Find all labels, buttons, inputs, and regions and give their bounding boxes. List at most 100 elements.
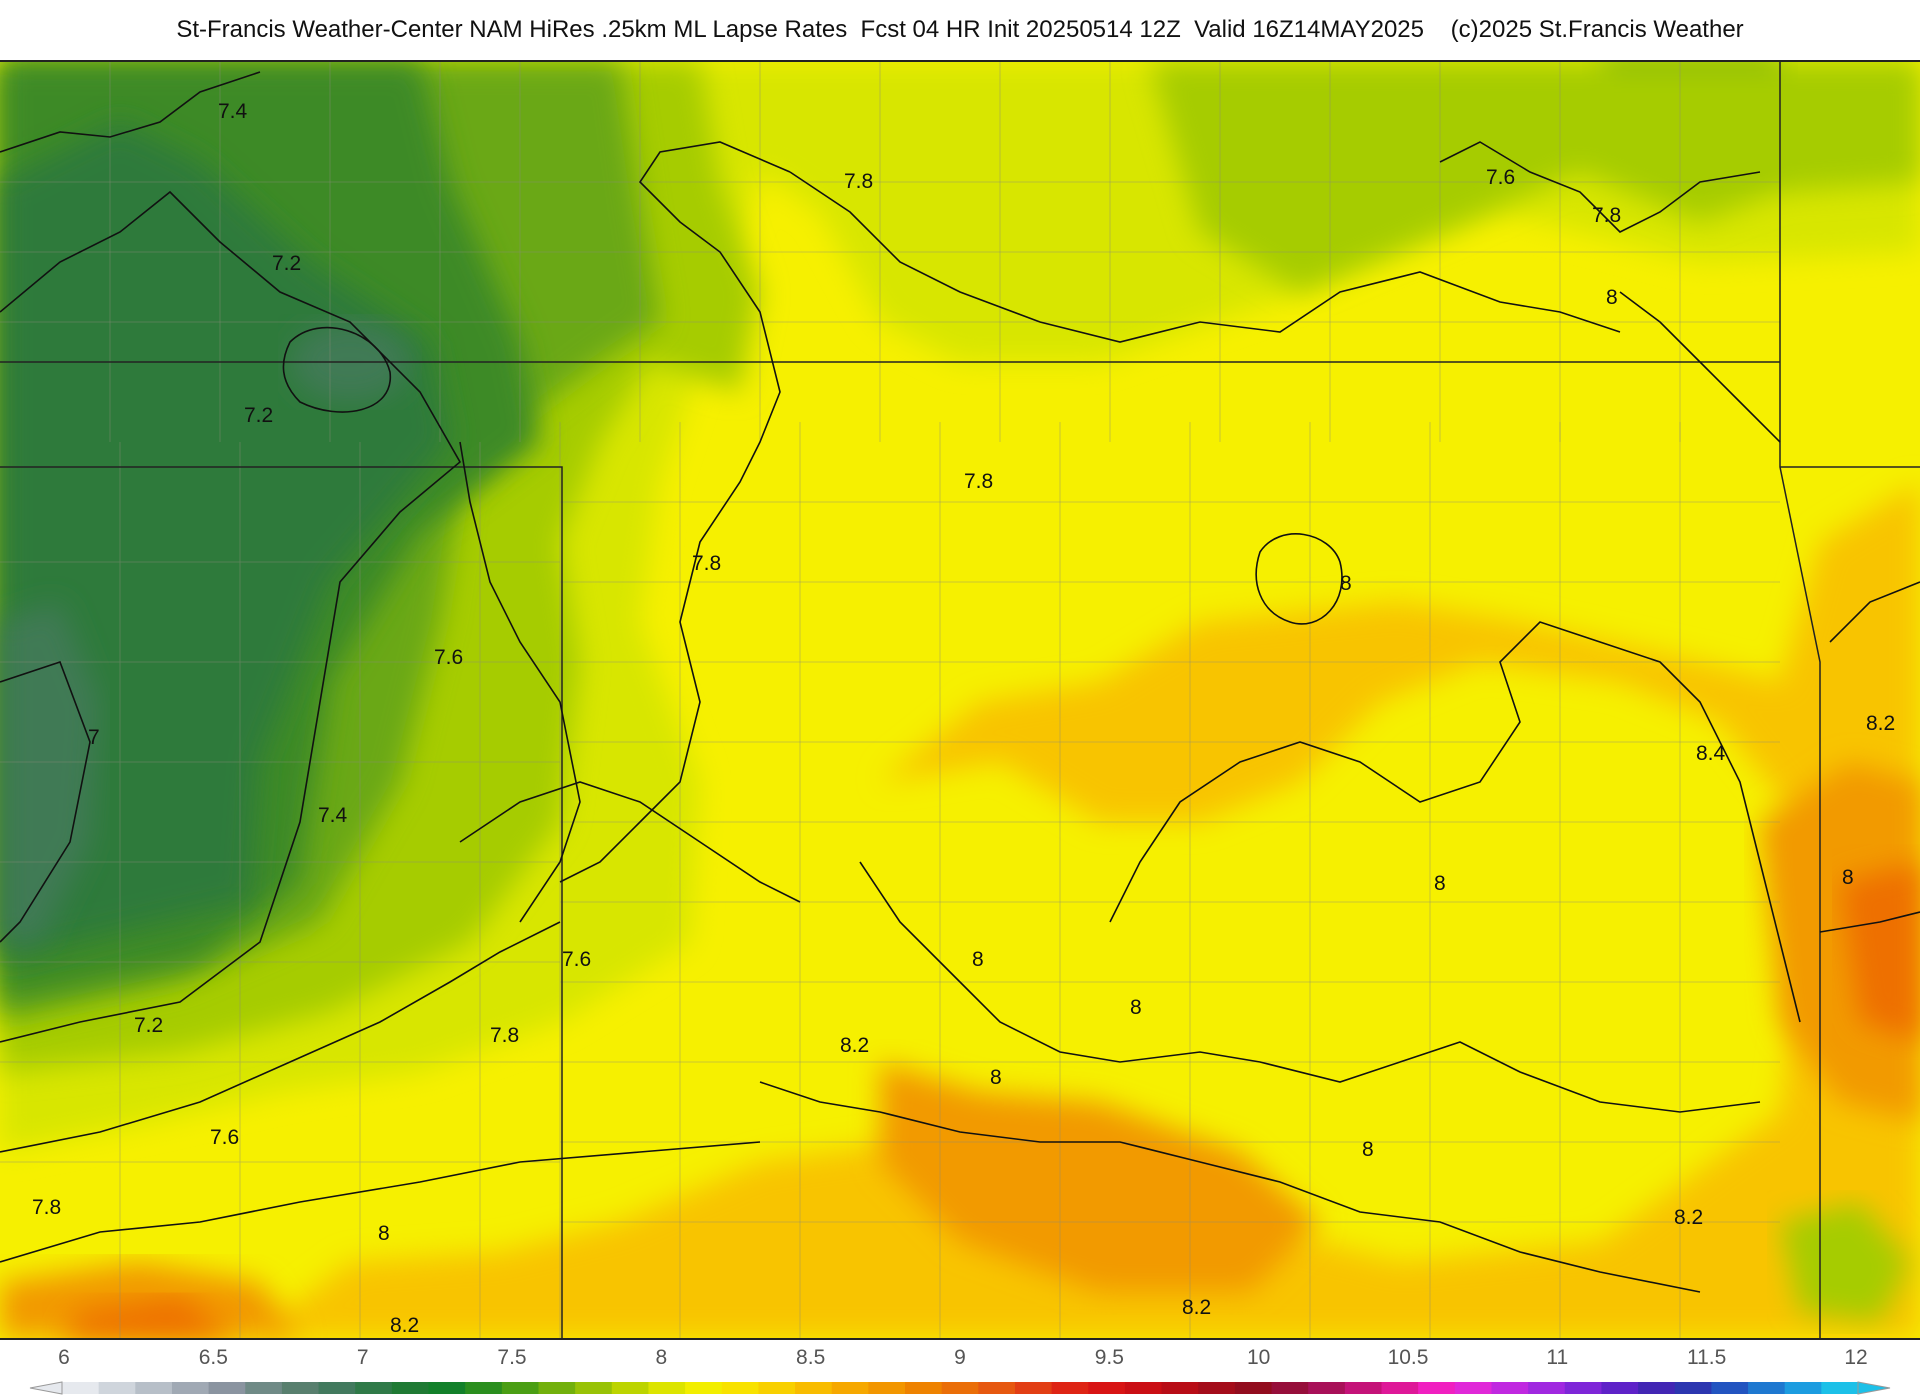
colorbar: 6 6.5 7 7.5 8 8.5 9 9.5 10 10.5 11 11.5 12 — [0, 1340, 1920, 1400]
contour-label: 7.2 — [272, 252, 301, 275]
contour-label: 7.2 — [134, 1014, 163, 1037]
colorbar-cell — [281, 1382, 320, 1394]
colorbar-cell — [1674, 1382, 1712, 1394]
contour-label: 7.8 — [32, 1196, 61, 1219]
contour-label: 7.8 — [964, 470, 993, 493]
contour-84-east — [1819, 911, 1920, 933]
lapse-rate-field — [0, 62, 1920, 1338]
colorbar-cell — [1161, 1382, 1199, 1394]
contour-8-east — [1109, 621, 1801, 1023]
colorbar-cell — [721, 1382, 760, 1394]
contour-78-ne — [1619, 291, 1781, 443]
colorbar-cell — [135, 1382, 173, 1394]
county-grid — [0, 62, 1780, 1338]
colorbar-tick-label: 9.5 — [1094, 1346, 1124, 1369]
colorbar-cell — [1454, 1382, 1493, 1394]
contour-label: 7.8 — [844, 170, 873, 193]
colorbar-cell — [318, 1382, 356, 1394]
colorbar-cell — [1601, 1382, 1639, 1394]
colorbar-cell — [171, 1382, 210, 1394]
contour-label: 8.4 — [1696, 742, 1726, 765]
contour-72 — [0, 190, 462, 1043]
colorbar-tick-label: 7.5 — [497, 1346, 527, 1369]
contour-label: 7 — [88, 726, 100, 749]
colorbar-cell — [1381, 1382, 1419, 1394]
colorbar-tick-label: 6 — [58, 1346, 70, 1369]
colorbar-tick-label: 9 — [954, 1346, 966, 1369]
colorbar-tick-label: 8 — [655, 1346, 668, 1369]
contour-8-far-east — [1829, 581, 1920, 643]
field-band-76-se — [1780, 1202, 1910, 1322]
colorbar-tick-label: 10.5 — [1387, 1346, 1429, 1369]
colorbar-cell — [941, 1382, 979, 1394]
colorbar-cell — [1491, 1382, 1529, 1394]
colorbar-cell — [1418, 1382, 1456, 1394]
colorbar-tick-label: 11 — [1546, 1346, 1569, 1369]
contour-label: 7.6 — [210, 1126, 239, 1149]
colorbar-cell — [1308, 1382, 1346, 1394]
contour-8-sw — [0, 1141, 761, 1263]
colorbar-cells — [62, 1382, 1859, 1394]
colorbar-cell — [1821, 1382, 1859, 1394]
colorbar-cell — [62, 1382, 100, 1394]
contour-label: 8.2 — [1866, 712, 1895, 735]
contour-8-central — [859, 861, 1761, 1113]
colorbar-cell — [1271, 1382, 1309, 1394]
contour-label: 8.2 — [840, 1034, 869, 1057]
colorbar-cell — [1014, 1382, 1053, 1394]
colorbar-cell — [978, 1382, 1016, 1394]
contour-78-central — [559, 141, 791, 883]
contour-76-central — [459, 441, 581, 923]
contour-label: 8.2 — [390, 1314, 419, 1337]
field-band-82-central — [250, 482, 1920, 1338]
contour-label: 7.8 — [692, 552, 721, 575]
contour-label: 8 — [1362, 1138, 1374, 1161]
colorbar-cell — [465, 1382, 503, 1394]
contour-8-loop — [1255, 533, 1343, 625]
colorbar-tick-label: 8.5 — [796, 1346, 826, 1369]
contour-label: 8.2 — [1182, 1296, 1211, 1319]
contour-74-north — [0, 71, 261, 153]
colorbar-cell — [501, 1382, 540, 1394]
contour-label: 8 — [1130, 996, 1142, 1019]
colorbar-tick-label: 10 — [1246, 1346, 1271, 1369]
colorbar-max-arrow — [1857, 1381, 1891, 1395]
colorbar-cell — [611, 1382, 650, 1394]
state-lines — [0, 62, 1920, 1338]
colorbar-tick-label: 12 — [1844, 1346, 1868, 1369]
contour-label: 8 — [1842, 866, 1854, 889]
contour-label: 8 — [1606, 286, 1618, 309]
contour-label: 7.6 — [562, 948, 591, 971]
field-band-84-south — [880, 1062, 1320, 1292]
contour-label: 7.6 — [434, 646, 463, 669]
colorbar-cell — [391, 1382, 430, 1394]
colorbar-cell — [1784, 1382, 1822, 1394]
field-band-76-ne — [1150, 62, 1920, 292]
colorbar-cell — [1344, 1382, 1383, 1394]
colorbar-cell — [905, 1382, 943, 1394]
contour-label: 7.2 — [244, 404, 273, 427]
colorbar-cell — [98, 1382, 136, 1394]
colorbar-min-arrow — [29, 1381, 63, 1395]
colorbar-cell — [1748, 1382, 1786, 1394]
contour-82-south — [759, 1081, 1701, 1293]
colorbar-cell — [208, 1382, 246, 1394]
contour-label: 8 — [378, 1222, 390, 1245]
colorbar-cell — [1564, 1382, 1603, 1394]
colorbar-cell — [355, 1382, 393, 1394]
colorbar-cell — [1711, 1382, 1749, 1394]
colorbar-cell — [1234, 1382, 1273, 1394]
colorbar-cell — [831, 1382, 869, 1394]
colorbar-cell — [1051, 1382, 1089, 1394]
field-band-68 — [0, 602, 100, 942]
state-county-boundaries — [0, 62, 1920, 1338]
field-band-86-sw — [60, 1297, 240, 1338]
map-title: St-Francis Weather-Center NAM HiRes .25k… — [176, 16, 1744, 43]
colorbar-cell — [685, 1382, 723, 1394]
colorbar-cell — [1088, 1382, 1126, 1394]
contour-76-ne — [1439, 141, 1761, 233]
colorbar-tick-label: 7 — [356, 1346, 369, 1369]
contour-label: 7.8 — [490, 1024, 519, 1047]
contour-label: 8 — [972, 948, 984, 971]
colorbar-cell — [538, 1382, 576, 1394]
